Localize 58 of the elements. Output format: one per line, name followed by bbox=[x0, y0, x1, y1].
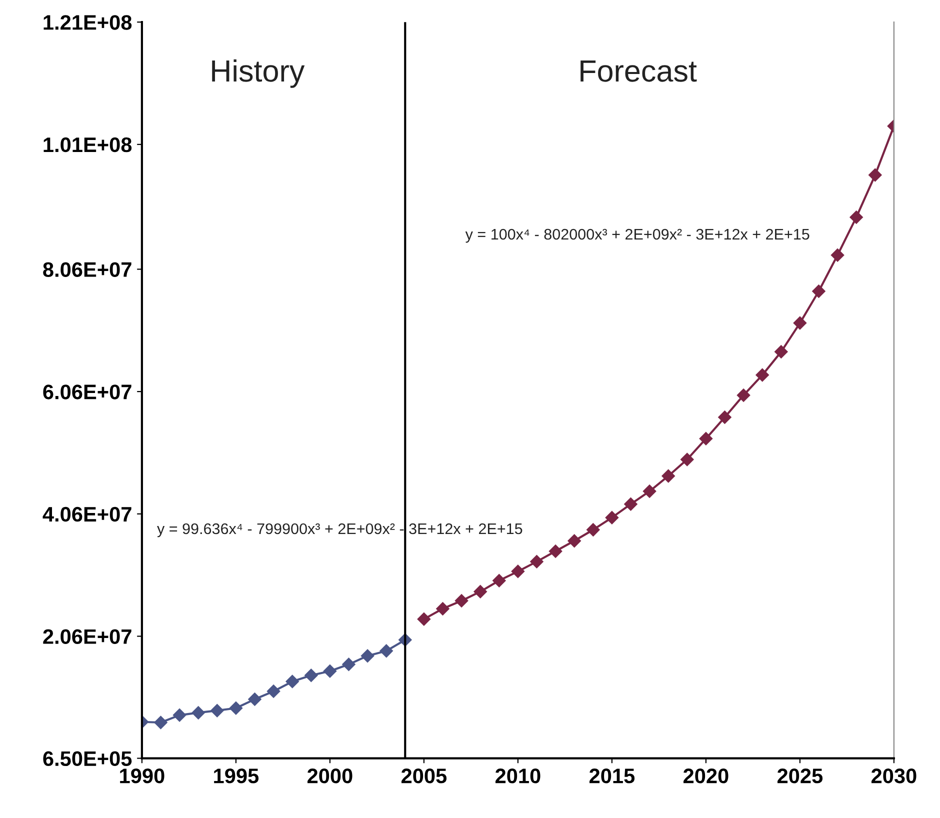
x-tick-label: 1990 bbox=[120, 768, 164, 784]
annotation: y = 100x⁴ - 802000x³ + 2E+09x² - 3E+12x + 2E+15 bbox=[465, 228, 810, 243]
x-tick-label: 2025 bbox=[777, 768, 823, 784]
point bbox=[380, 644, 393, 658]
y-tick-label: 6.06E+07 bbox=[43, 384, 132, 400]
annotation: y = 99.636x⁴ - 799900x³ + 2E+09x² - 3E+12x + 2E+15 bbox=[157, 523, 522, 538]
x-tick-label: 2005 bbox=[401, 768, 447, 784]
annotation: History bbox=[212, 59, 305, 88]
y-tick-label: 1.21E+08 bbox=[44, 15, 132, 30]
point bbox=[229, 702, 243, 715]
point bbox=[172, 708, 186, 722]
point bbox=[756, 368, 769, 382]
point bbox=[474, 585, 487, 598]
y-tick-label: 4.06E+07 bbox=[42, 506, 132, 522]
point bbox=[154, 716, 168, 730]
y-tick-label: 2.06E+07 bbox=[43, 629, 132, 644]
point bbox=[286, 674, 299, 688]
point bbox=[304, 668, 318, 682]
y-tick-label: 8.06E+07 bbox=[43, 262, 132, 277]
point bbox=[662, 469, 675, 483]
x-tick-label: 2010 bbox=[495, 768, 540, 784]
point bbox=[812, 284, 826, 298]
point bbox=[548, 544, 562, 558]
point bbox=[192, 706, 205, 720]
x-tick-label: 2015 bbox=[589, 768, 635, 784]
point bbox=[699, 432, 713, 446]
point bbox=[530, 555, 544, 568]
point bbox=[248, 692, 262, 706]
y-tick-label: 6.50E+05 bbox=[43, 751, 132, 766]
point bbox=[736, 388, 750, 402]
point bbox=[586, 523, 600, 536]
point bbox=[642, 484, 656, 498]
point bbox=[492, 574, 506, 588]
point bbox=[605, 510, 619, 524]
point bbox=[850, 210, 863, 224]
point bbox=[624, 498, 638, 511]
x-tick-label: 1995 bbox=[214, 768, 259, 784]
annotation: Forecast bbox=[580, 60, 697, 82]
point bbox=[417, 612, 431, 626]
point bbox=[830, 248, 844, 262]
x-tick-label: 2030 bbox=[871, 768, 916, 784]
point bbox=[360, 649, 374, 662]
point bbox=[511, 564, 525, 578]
point bbox=[323, 664, 337, 678]
y-tick-label: 1.01E+08 bbox=[44, 137, 132, 152]
point bbox=[774, 345, 788, 358]
point bbox=[793, 316, 807, 330]
point bbox=[266, 684, 280, 698]
point bbox=[454, 594, 468, 608]
point bbox=[868, 168, 882, 182]
point bbox=[210, 704, 224, 718]
x-tick-label: 2000 bbox=[307, 768, 352, 784]
point bbox=[568, 534, 581, 548]
x-tick-label: 2020 bbox=[683, 768, 728, 784]
point bbox=[436, 602, 450, 616]
point bbox=[718, 410, 732, 424]
point bbox=[342, 658, 356, 671]
point bbox=[680, 452, 694, 466]
